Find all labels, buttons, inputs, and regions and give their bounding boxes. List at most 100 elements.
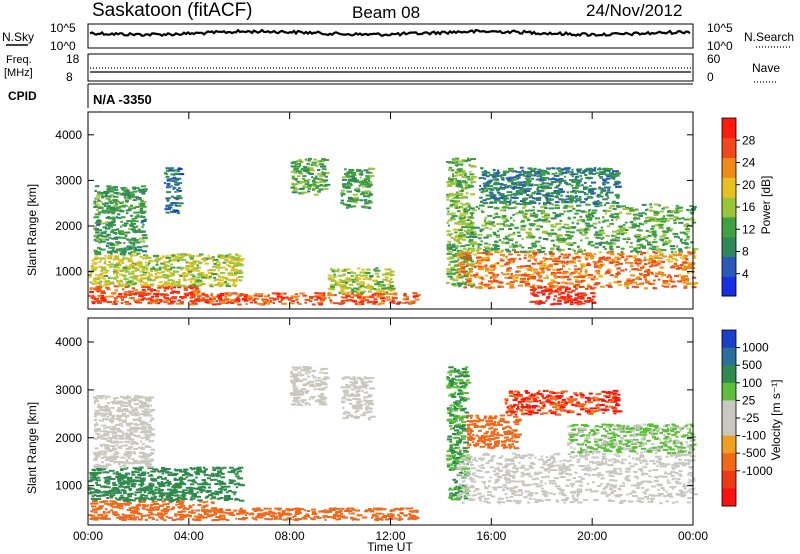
vel-region-1	[214, 507, 420, 522]
x-axis-label: Time UT	[367, 540, 413, 554]
power-colorbar-tick-label: 28	[742, 133, 756, 147]
power-colorbar-tick-label: 12	[742, 222, 756, 236]
y-tick-label: 3000	[55, 383, 82, 397]
x-tick-label: 00:00	[678, 529, 708, 543]
power-panel: 1000 2000 3000 4000 Slant Range [km]	[25, 111, 699, 310]
nave-tick-bottom: 0	[707, 70, 714, 84]
x-tick-label: 08:00	[275, 529, 305, 543]
velocity-colorbar-swatch	[722, 400, 736, 419]
nsky-trace	[89, 28, 691, 38]
vel-region-0	[88, 500, 220, 522]
y-tick-label: 2000	[55, 431, 82, 445]
nsky-panel: N.Sky 10^5 10^0 10^5 10^0 N.Search	[2, 21, 794, 53]
nsky-label: N.Sky	[2, 30, 34, 44]
y-tick-label: 4000	[55, 128, 82, 142]
power-colorbar-tick-label: 4	[742, 267, 749, 281]
freq-label-1: Freq.	[6, 54, 32, 66]
power-colorbar-swatch	[722, 177, 736, 198]
vel-region-9	[504, 389, 623, 416]
velocity-scatter-regions	[88, 366, 698, 522]
power-region-12	[478, 166, 622, 206]
nave-label: Nave	[752, 61, 780, 75]
velocity-colorbar-swatch	[722, 347, 736, 366]
freq-tick-top: 18	[66, 52, 80, 66]
velocity-colorbar-swatch	[722, 418, 736, 437]
power-colorbar-swatch	[722, 157, 736, 178]
x-tick-label: 16:00	[476, 529, 506, 543]
velocity-colorbar-swatch	[722, 488, 736, 507]
power-colorbar: 4 8 12 16 20 24 28 Power [dB]	[721, 117, 773, 297]
date-title: 24/Nov/2012	[586, 1, 682, 20]
time-x-axis: 00:00 04:00 08:00 12:00 16:00 20:00 00:00	[73, 318, 708, 543]
power-colorbar-swatch	[722, 118, 736, 139]
velocity-colorbar-tick-label: -25	[742, 411, 760, 425]
velocity-colorbar-tick-label: 25	[742, 393, 756, 407]
power-region-7	[327, 267, 396, 295]
x-tick-label: 12:00	[375, 529, 405, 543]
velocity-colorbar-tick-label: 1000	[742, 341, 769, 355]
velocity-colorbar-tick-label: -1000	[742, 464, 773, 478]
nsky-tick-bottom: 10^0	[50, 39, 76, 53]
power-colorbar-tick-label: 20	[742, 178, 756, 192]
power-colorbar-swatch	[722, 197, 736, 218]
velocity-colorbar-swatch	[722, 435, 736, 454]
velocity-colorbar-swatch	[722, 330, 736, 349]
power-region-6	[340, 167, 376, 210]
x-tick-label: 20:00	[577, 529, 607, 543]
velocity-colorbar-swatch	[722, 365, 736, 384]
power-region-10	[529, 285, 597, 306]
y-tick-label: 1000	[55, 265, 82, 279]
power-region-1	[201, 292, 421, 306]
nsearch-label: N.Search	[744, 30, 794, 44]
power-colorbar-swatch	[722, 137, 736, 159]
velocity-colorbar-swatch	[722, 382, 736, 401]
power-colorbar-swatch	[722, 276, 736, 297]
power-y-axis: 1000 2000 3000 4000	[55, 128, 693, 279]
cpid-label: CPID	[8, 89, 37, 103]
velocity-colorbar-swatch	[722, 470, 736, 489]
power-region-3	[93, 185, 149, 256]
y-tick-label: 3000	[55, 173, 82, 187]
cpid-value: N/A -3350	[93, 92, 152, 107]
power-colorbar-swatch	[722, 236, 736, 257]
power-ylabel: Slant Range [km]	[25, 184, 39, 276]
freq-panel: Freq. [MHz] 18 8 60 0 Nave	[4, 52, 780, 84]
vel-region-2	[88, 466, 245, 502]
power-region-11	[466, 203, 699, 254]
y-tick-label: 1000	[55, 479, 82, 493]
power-colorbar-tick-label: 8	[742, 245, 749, 259]
velocity-colorbar-label: Velocity [m s⁻¹]	[769, 379, 783, 460]
velocity-y-axis: 1000 2000 3000 4000	[55, 335, 693, 493]
velocity-colorbar-tick-label: 100	[742, 376, 762, 390]
velocity-colorbar-tick-label: 500	[742, 358, 762, 372]
velocity-colorbar-swatch	[722, 453, 736, 472]
power-region-9	[456, 251, 699, 290]
y-tick-label: 2000	[55, 219, 82, 233]
vel-region-7	[456, 452, 698, 505]
freq-label-2: [MHz]	[4, 67, 33, 79]
power-region-5	[290, 157, 331, 196]
nsearch-tick-bottom: 10^0	[707, 39, 733, 53]
power-region-4	[163, 167, 185, 215]
vel-region-8	[466, 414, 522, 450]
vel-region-3	[93, 395, 156, 469]
vel-region-10	[567, 423, 697, 454]
power-colorbar-label: Power [dB]	[759, 176, 773, 235]
power-scatter-regions	[88, 157, 699, 306]
velocity-colorbar: 1000 500 100 25 -25 -100 -500 -1000 Velocity [m…	[721, 329, 783, 507]
vel-region-4	[289, 366, 330, 407]
power-colorbar-swatch	[722, 216, 736, 238]
x-tick-label: 00:00	[73, 529, 103, 543]
y-tick-label: 4000	[55, 335, 82, 349]
vel-region-5	[340, 376, 376, 421]
velocity-panel: 1000 2000 3000 4000 Slant Range [km] 00:00 0…	[25, 317, 708, 554]
site-title: Saskatoon (fitACF)	[92, 0, 253, 21]
nsky-tick-top: 10^5	[50, 21, 76, 35]
freq-tick-bottom: 8	[66, 70, 73, 84]
power-region-2	[88, 253, 245, 288]
beam-title: Beam 08	[352, 3, 420, 22]
velocity-ylabel: Slant Range [km]	[25, 402, 39, 494]
velocity-colorbar-tick-label: -100	[742, 429, 766, 443]
power-x-ticks	[87, 112, 694, 309]
